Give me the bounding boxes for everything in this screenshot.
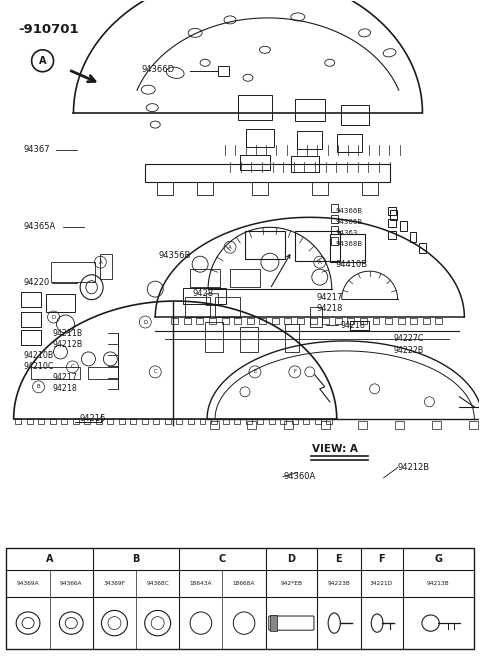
Text: 94212B: 94212B <box>398 463 430 472</box>
Text: A: A <box>39 56 47 66</box>
Text: D: D <box>51 315 56 319</box>
Text: 94223B: 94223B <box>327 581 350 586</box>
Text: F: F <box>378 554 385 564</box>
Text: 94366A: 94366A <box>60 581 83 586</box>
Text: C: C <box>154 369 157 374</box>
Text: 94356B: 94356B <box>158 250 191 260</box>
Text: E: E <box>336 554 342 564</box>
Text: 94220: 94220 <box>24 278 50 287</box>
Text: 18668A: 18668A <box>233 581 255 586</box>
Text: C: C <box>71 365 74 369</box>
Text: G: G <box>434 554 442 564</box>
Text: 9428: 9428 <box>192 288 213 298</box>
Text: 94218: 94218 <box>340 321 365 330</box>
Text: A: A <box>98 260 102 265</box>
Text: A: A <box>228 245 232 250</box>
Text: 34221D: 34221D <box>370 581 393 586</box>
Text: 94216: 94216 <box>80 414 106 422</box>
Text: E: E <box>253 369 257 374</box>
Text: 94210B: 94210B <box>24 351 54 360</box>
Text: 942*EB: 942*EB <box>280 581 302 586</box>
Text: A: A <box>46 554 53 564</box>
FancyBboxPatch shape <box>270 615 277 631</box>
Text: A: A <box>318 260 322 265</box>
Text: B: B <box>132 554 140 564</box>
Text: -910701: -910701 <box>19 23 79 36</box>
Text: F: F <box>293 369 297 374</box>
Text: 34369F: 34369F <box>104 581 125 586</box>
Text: D: D <box>288 554 295 564</box>
Text: 94366B: 94366B <box>336 219 363 225</box>
Text: D: D <box>143 319 147 325</box>
Text: 94218: 94218 <box>317 304 343 313</box>
Text: 94210C: 94210C <box>24 362 54 371</box>
Text: B: B <box>37 384 40 390</box>
Text: 94217: 94217 <box>317 292 343 302</box>
Text: C: C <box>219 554 226 564</box>
Text: 18643A: 18643A <box>190 581 212 586</box>
Text: 94222B: 94222B <box>393 346 423 355</box>
Text: 94213B: 94213B <box>427 581 449 586</box>
Text: 94410B: 94410B <box>336 260 368 269</box>
Text: 94367: 94367 <box>24 145 50 154</box>
Text: 94366B: 94366B <box>336 208 363 214</box>
Text: 94227C: 94227C <box>393 334 423 343</box>
Text: 94360A: 94360A <box>283 472 315 481</box>
Text: 94211B: 94211B <box>52 328 83 338</box>
Text: 94363: 94363 <box>336 230 358 236</box>
Text: 94369A: 94369A <box>17 581 39 586</box>
Text: 94212B: 94212B <box>52 340 83 349</box>
Text: 94365A: 94365A <box>24 223 56 231</box>
Text: 94217: 94217 <box>52 373 77 382</box>
Text: 94218: 94218 <box>52 384 77 394</box>
Text: 94368B: 94368B <box>336 241 363 247</box>
Text: VIEW: A: VIEW: A <box>312 444 358 455</box>
Text: 94366D: 94366D <box>142 65 175 74</box>
Text: 94368C: 94368C <box>146 581 169 586</box>
